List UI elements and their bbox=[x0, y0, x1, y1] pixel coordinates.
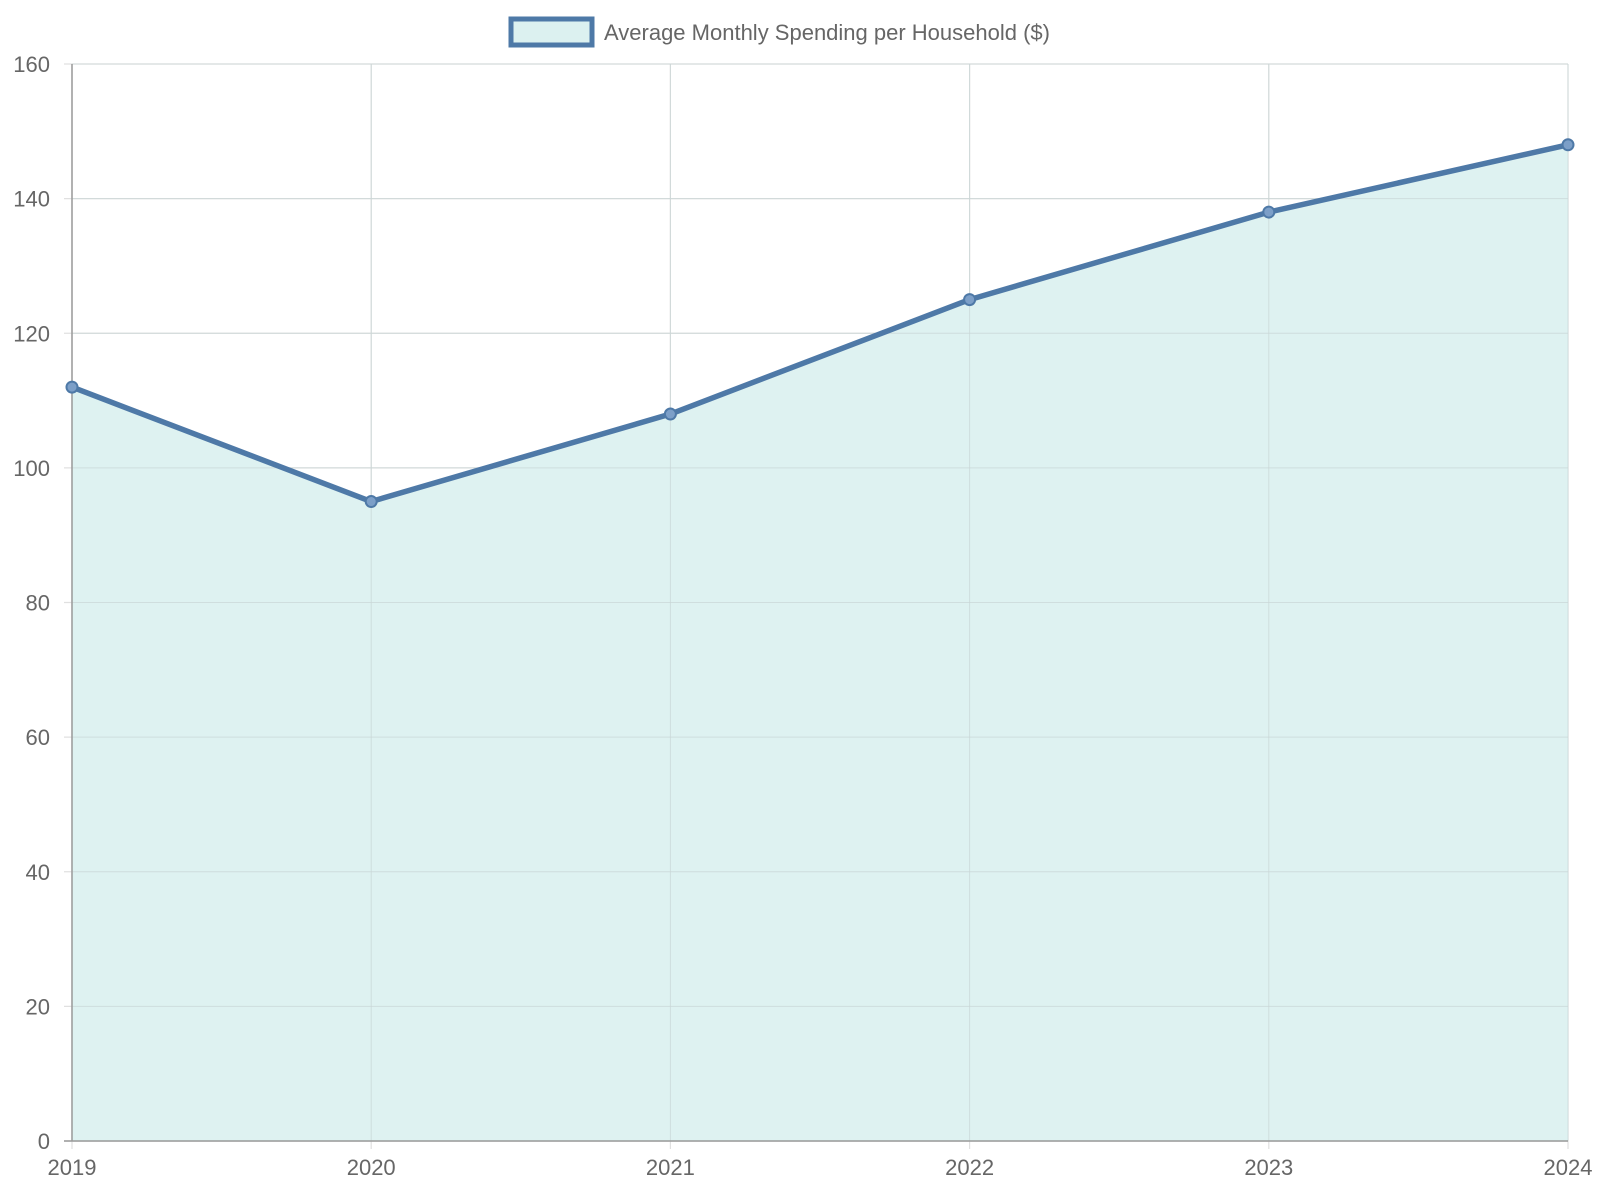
x-tick-label: 2021 bbox=[646, 1155, 695, 1180]
series-line bbox=[69, 142, 1571, 505]
data-point bbox=[364, 495, 378, 509]
x-tick-label: 2024 bbox=[1544, 1155, 1593, 1180]
y-tick-label: 40 bbox=[26, 860, 50, 885]
y-tick-label: 0 bbox=[38, 1129, 50, 1154]
x-tick-label: 2023 bbox=[1244, 1155, 1293, 1180]
y-tick-label: 140 bbox=[13, 187, 50, 212]
x-tick-label: 2019 bbox=[48, 1155, 97, 1180]
data-points bbox=[65, 138, 1575, 509]
x-tick-label: 2020 bbox=[347, 1155, 396, 1180]
plot-area bbox=[69, 63, 1571, 1142]
data-point bbox=[1262, 205, 1276, 219]
y-tick-label: 100 bbox=[13, 456, 50, 481]
data-point bbox=[963, 293, 977, 307]
y-tick-label: 20 bbox=[26, 994, 50, 1019]
area-fill bbox=[72, 144, 1568, 1141]
x-tick-label: 2022 bbox=[945, 1155, 994, 1180]
data-point bbox=[1561, 138, 1575, 152]
axes bbox=[64, 64, 1568, 1142]
y-tick-label: 120 bbox=[13, 321, 50, 346]
legend-label: Average Monthly Spending per Household (… bbox=[604, 20, 1050, 45]
data-point bbox=[65, 380, 79, 394]
y-tick-label: 60 bbox=[26, 725, 50, 750]
y-tick-label: 160 bbox=[13, 52, 50, 77]
y-tick-label: 80 bbox=[26, 591, 50, 616]
legend[interactable]: Average Monthly Spending per Household (… bbox=[508, 16, 1050, 48]
data-point bbox=[663, 407, 677, 421]
y-axis-ticks: 0 20 40 60 80 100 120 140 160 bbox=[13, 52, 50, 1154]
x-axis-ticks: 2019 2020 2021 2022 2023 2024 bbox=[48, 1155, 1593, 1180]
legend-swatch bbox=[508, 16, 595, 48]
